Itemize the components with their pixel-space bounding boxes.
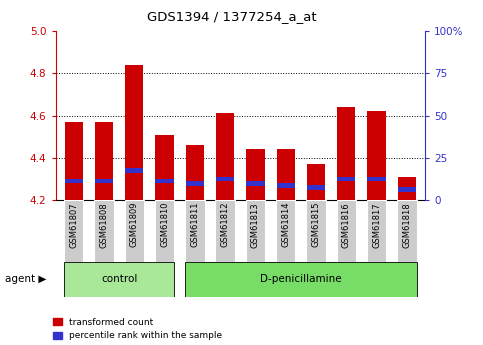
Text: control: control: [101, 275, 137, 284]
Bar: [94, 200, 114, 262]
Bar: [95, 179, 113, 184]
Bar: [125, 65, 143, 200]
Bar: [185, 200, 205, 262]
Text: agent ▶: agent ▶: [5, 275, 46, 284]
Bar: [65, 179, 83, 184]
Bar: [186, 145, 204, 200]
Bar: [216, 177, 234, 181]
Bar: [95, 122, 113, 200]
Bar: [65, 122, 83, 200]
Bar: [215, 200, 235, 262]
Bar: [125, 200, 144, 262]
Text: GDS1394 / 1377254_a_at: GDS1394 / 1377254_a_at: [147, 10, 317, 23]
Text: GSM61816: GSM61816: [342, 202, 351, 248]
Bar: [246, 181, 265, 186]
Bar: [306, 200, 326, 262]
Bar: [155, 200, 174, 262]
Bar: [398, 177, 416, 200]
Bar: [185, 262, 416, 297]
Text: GSM61807: GSM61807: [69, 202, 78, 248]
Bar: [337, 177, 355, 181]
Bar: [125, 168, 143, 173]
Bar: [64, 262, 174, 297]
Text: GSM61809: GSM61809: [130, 202, 139, 247]
Bar: [64, 200, 84, 262]
Text: D-penicillamine: D-penicillamine: [260, 275, 341, 284]
Text: GSM61817: GSM61817: [372, 202, 381, 248]
Bar: [307, 164, 325, 200]
Text: GSM61810: GSM61810: [160, 202, 169, 247]
Bar: [186, 181, 204, 186]
Bar: [307, 185, 325, 190]
Bar: [156, 135, 174, 200]
Text: GSM61811: GSM61811: [190, 202, 199, 247]
Text: GSM61814: GSM61814: [281, 202, 290, 247]
Bar: [216, 114, 234, 200]
Bar: [276, 200, 296, 262]
Bar: [367, 200, 386, 262]
Text: GSM61818: GSM61818: [402, 202, 412, 248]
Bar: [246, 200, 265, 262]
Bar: [337, 200, 356, 262]
Bar: [397, 200, 416, 262]
Text: GSM61813: GSM61813: [251, 202, 260, 248]
Legend: transformed count, percentile rank within the sample: transformed count, percentile rank withi…: [53, 318, 222, 341]
Bar: [156, 179, 174, 184]
Bar: [368, 111, 385, 200]
Text: GSM61815: GSM61815: [312, 202, 321, 247]
Bar: [246, 149, 265, 200]
Bar: [368, 177, 385, 181]
Bar: [398, 187, 416, 192]
Bar: [337, 107, 355, 200]
Text: GSM61808: GSM61808: [99, 202, 109, 248]
Text: GSM61812: GSM61812: [221, 202, 229, 247]
Bar: [277, 183, 295, 188]
Bar: [277, 149, 295, 200]
